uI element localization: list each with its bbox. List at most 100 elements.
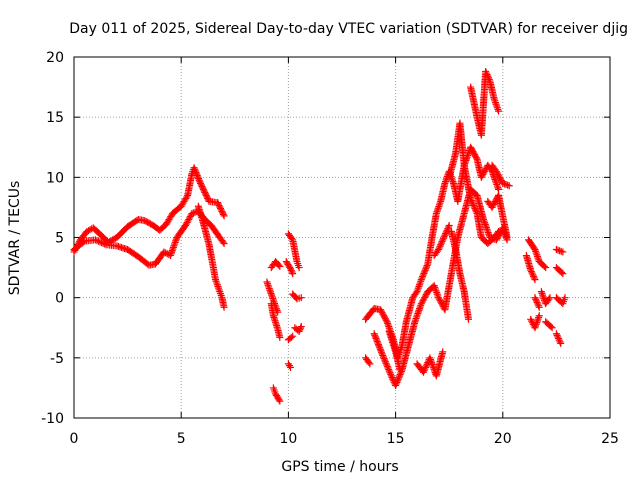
data-point <box>220 303 228 311</box>
data-point-interpolated <box>217 204 225 212</box>
data-point-interpolated <box>273 306 281 314</box>
data-point-interpolated <box>493 169 501 177</box>
data-point-interpolated <box>379 353 387 361</box>
data-point-interpolated <box>183 193 191 201</box>
data-point-interpolated <box>440 233 448 241</box>
data-point-interpolated <box>433 289 441 297</box>
data-point-interpolated <box>271 301 279 309</box>
data-point-interpolated <box>386 369 394 377</box>
series-arc-mid-d <box>263 278 282 316</box>
data-point-interpolated <box>433 290 441 298</box>
data-point <box>214 199 222 207</box>
y-axis-label: SDTVAR / TECUs <box>7 181 23 296</box>
data-point-interpolated <box>421 266 429 274</box>
series-arc-tail-j <box>552 330 565 347</box>
data-point-interpolated <box>193 172 201 180</box>
data-point-interpolated <box>435 295 443 303</box>
data-point <box>495 107 503 115</box>
data-point <box>419 368 427 376</box>
data-point <box>535 303 543 311</box>
data-point-interpolated <box>199 184 207 192</box>
data-point <box>295 264 303 272</box>
data-point-interpolated <box>431 283 439 291</box>
series-arc-mid-c <box>267 258 284 272</box>
data-point-interpolated <box>374 339 382 347</box>
data-point-interpolated <box>530 244 538 252</box>
data-point <box>287 265 295 273</box>
data-point <box>505 182 513 190</box>
series-arc-tail-i <box>552 294 569 308</box>
data-point-interpolated <box>219 238 227 246</box>
series-arc-tail-c <box>537 288 554 308</box>
data-point-interpolated <box>469 201 477 209</box>
data-point-interpolated <box>392 380 400 388</box>
data-point-interpolated <box>530 274 538 282</box>
data-points <box>70 67 569 405</box>
data-point-interpolated <box>415 282 423 290</box>
data-point-interpolated <box>422 362 430 370</box>
data-point-interpolated <box>383 362 391 370</box>
chart-title: Day 011 of 2025, Sidereal Day-to-day VTE… <box>69 21 628 37</box>
data-point-interpolated <box>540 262 548 270</box>
data-point <box>276 262 284 270</box>
data-point-interpolated <box>191 167 199 175</box>
data-point-interpolated <box>373 338 381 346</box>
data-point-interpolated <box>438 238 446 246</box>
data-point-interpolated <box>213 281 221 289</box>
data-point-interpolated <box>469 200 477 208</box>
data-point-interpolated <box>528 317 536 325</box>
data-point <box>220 240 228 248</box>
series-arc-mid-e <box>284 230 303 272</box>
data-point-interpolated <box>385 366 393 374</box>
data-point-interpolated <box>419 271 427 279</box>
data-point-interpolated <box>479 170 487 178</box>
data-point-interpolated <box>557 247 565 255</box>
axis-ticks: 0 5 10 15 20 25 -10 -5 0 5 10 15 20 <box>41 50 619 447</box>
data-point-interpolated <box>532 295 540 303</box>
data-point-interpolated <box>444 223 452 231</box>
data-point <box>445 221 453 229</box>
data-point-interpolated <box>219 210 227 218</box>
data-point-interpolated <box>468 146 476 154</box>
data-point <box>366 360 374 368</box>
data-point <box>430 282 438 290</box>
data-point <box>188 209 196 217</box>
data-point <box>441 179 449 187</box>
data-point-interpolated <box>372 334 380 342</box>
data-point-interpolated <box>435 201 443 209</box>
data-point-interpolated <box>439 234 447 242</box>
data-point-interpolated <box>184 217 192 225</box>
data-point-interpolated <box>436 297 444 305</box>
data-point <box>490 95 498 103</box>
data-point-interpolated <box>365 358 373 366</box>
data-point-interpolated <box>500 180 508 188</box>
data-point-interpolated <box>480 169 488 177</box>
data-point-interpolated <box>79 238 87 246</box>
data-point-interpolated <box>527 268 535 276</box>
data-point-interpolated <box>186 214 194 222</box>
data-point-interpolated <box>397 345 405 353</box>
data-point-interpolated <box>420 367 428 375</box>
data-point-interpolated <box>270 298 278 306</box>
series-arc-mid-b <box>269 384 284 405</box>
data-point-interpolated <box>484 72 492 80</box>
data-point-interpolated <box>194 173 202 181</box>
data-point <box>561 294 569 302</box>
series-arc-tail-b <box>522 252 539 284</box>
data-point-interpolated <box>417 277 425 285</box>
data-point-interpolated <box>421 268 429 276</box>
data-point-interpolated <box>378 348 386 356</box>
data-point-interpolated <box>395 372 403 380</box>
data-point-interpolated <box>382 316 390 324</box>
data-point-interpolated <box>199 185 207 193</box>
data-point <box>503 234 511 241</box>
data-point <box>392 382 400 390</box>
data-point-interpolated <box>377 347 385 355</box>
data-point-interpolated <box>212 277 220 285</box>
data-point-interpolated <box>204 194 212 202</box>
data-point-interpolated <box>396 347 404 355</box>
data-point-interpolated <box>93 237 101 245</box>
series-arc-tail-g <box>552 246 567 256</box>
data-point-interpolated <box>530 272 538 280</box>
data-point-interpolated <box>394 375 402 383</box>
